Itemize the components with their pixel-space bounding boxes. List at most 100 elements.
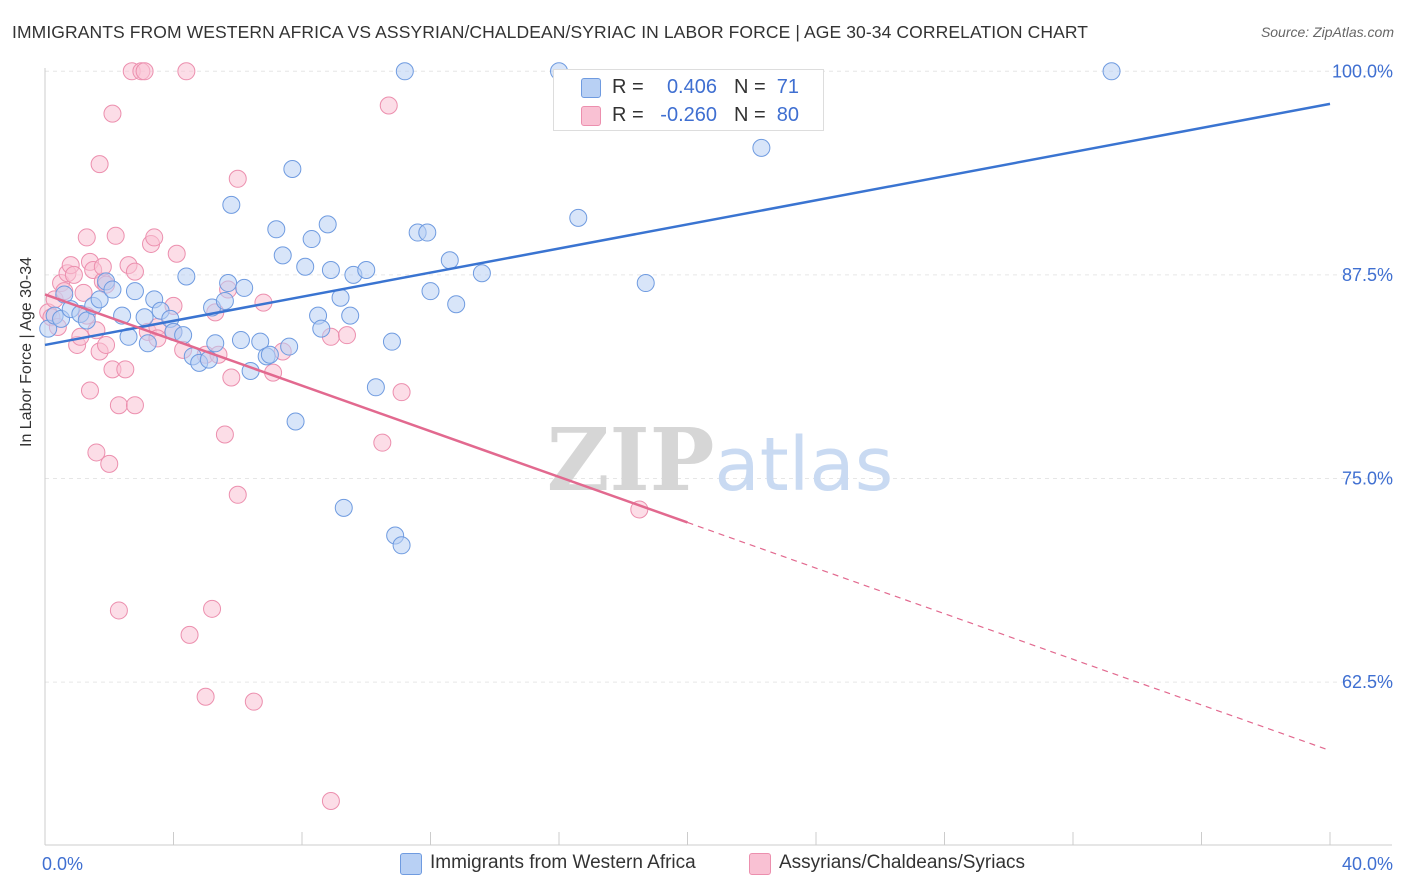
legend-r-value: 0.406 — [666, 76, 717, 98]
western-africa-point — [302, 230, 321, 249]
western-africa-point — [125, 282, 144, 301]
western-africa-point — [312, 319, 331, 338]
western-africa-point — [103, 280, 122, 299]
legend-n-label: N = — [734, 104, 766, 126]
western-africa-point — [260, 345, 279, 364]
assyrians-point — [228, 485, 247, 504]
chart-title: IMMIGRANTS FROM WESTERN AFRICA VS ASSYRI… — [12, 22, 1089, 42]
western-africa-point — [636, 274, 655, 293]
western-africa-point — [321, 261, 340, 280]
assyrians-point — [106, 226, 125, 245]
y-tick-label: 87.5% — [1342, 265, 1393, 285]
assyrians-point — [321, 792, 340, 811]
legend-r-label: R = — [612, 76, 644, 98]
assyrians-point — [90, 155, 109, 174]
assyrians-point — [337, 326, 356, 345]
legend-swatch-western-africa — [581, 78, 601, 98]
series-legend: Immigrants from Western Africa Assyrians… — [0, 852, 1406, 878]
trend-line-assyrians-extrapolated — [687, 521, 1331, 752]
correlation-legend: R = 0.406 N = 71 R = -0.260 N = 80 — [553, 69, 824, 131]
source-credit: Source: ZipAtlas.com — [1260, 24, 1394, 40]
western-africa-point — [235, 278, 254, 297]
assyrians-point — [125, 262, 144, 281]
legend-r-value: -0.260 — [660, 104, 717, 126]
y-tick-label: 100.0% — [1332, 61, 1393, 81]
western-africa-point — [318, 215, 337, 234]
watermark: ZIPatlas — [547, 410, 894, 511]
watermark-text: ZIPatlas — [547, 410, 894, 511]
assyrians-point — [203, 599, 222, 618]
western-africa-point — [215, 291, 234, 310]
trend-lines — [44, 102, 1331, 752]
western-africa-point — [283, 160, 302, 179]
western-africa-point — [219, 274, 238, 293]
western-africa-point — [280, 337, 299, 356]
assyrians-point — [116, 360, 135, 379]
legend-label-western-africa: Immigrants from Western Africa — [430, 852, 696, 873]
trend-line-western-africa — [44, 102, 1331, 347]
assyrians-point — [97, 335, 116, 354]
western-africa-point — [366, 378, 385, 397]
assyrians-point — [74, 283, 93, 302]
western-africa-point — [472, 264, 491, 283]
western-africa-point — [286, 412, 305, 431]
assyrians-point — [80, 381, 99, 400]
western-africa-point — [296, 257, 315, 276]
western-africa-point — [341, 306, 360, 325]
legend-row-western-africa: R = 0.406 N = 71 — [554, 73, 823, 101]
assyrians-point — [125, 396, 144, 415]
legend-r-label: R = — [612, 104, 644, 126]
assyrians-point — [93, 257, 112, 276]
western-africa-point — [177, 267, 196, 286]
assyrians-point — [244, 692, 263, 711]
western-africa-point — [382, 332, 401, 351]
trend-line-assyrians — [44, 293, 688, 524]
western-africa-point — [447, 295, 466, 314]
grid-lines — [45, 70, 1392, 683]
western-africa-point — [440, 251, 459, 270]
western-africa-point — [222, 195, 241, 214]
assyrians-point — [177, 62, 196, 81]
assyrians-point — [196, 687, 215, 706]
western-africa-point — [273, 246, 292, 265]
western-africa-point — [138, 334, 157, 353]
watermark-zip: ZIP — [547, 410, 715, 511]
legend-swatch-assyrians — [581, 106, 601, 126]
western-africa-point — [392, 536, 411, 555]
series-western-africa — [39, 62, 1121, 555]
western-africa-point — [334, 498, 353, 517]
assyrians-point — [135, 62, 154, 81]
assyrians-point — [64, 265, 83, 284]
assyrians-point — [379, 96, 398, 115]
legend-n-label: N = — [734, 76, 766, 98]
western-africa-point — [569, 208, 588, 227]
assyrians-point — [228, 169, 247, 188]
legend-row-assyrians: R = -0.260 N = 80 — [554, 101, 823, 129]
assyrians-point — [180, 625, 199, 644]
assyrians-point — [87, 443, 106, 462]
legend-n-value: 80 — [776, 104, 799, 126]
y-tick-label: 75.0% — [1342, 469, 1393, 489]
assyrians-point — [373, 433, 392, 452]
western-africa-point — [90, 290, 109, 309]
watermark-atlas: atlas — [714, 422, 893, 508]
y-axis-label: In Labor Force | Age 30-34 — [18, 256, 35, 447]
western-africa-point — [135, 308, 154, 327]
assyrians-point — [103, 104, 122, 123]
assyrians-point — [215, 425, 234, 444]
assyrians-point — [392, 383, 411, 402]
y-tick-labels: 62.5% 75.0% 87.5% 100.0% — [1332, 61, 1393, 692]
assyrians-point — [145, 228, 164, 247]
western-africa-point — [357, 261, 376, 280]
western-africa-point — [267, 220, 286, 239]
western-africa-point — [1102, 62, 1121, 81]
legend-label-assyrians: Assyrians/Chaldeans/Syriacs — [779, 852, 1026, 873]
assyrians-point — [167, 244, 186, 263]
western-africa-point — [395, 62, 414, 81]
series-assyrians — [39, 62, 649, 811]
legend-swatch-western-africa — [400, 853, 422, 875]
x-tick-labels: 0.0% 40.0% — [42, 854, 1393, 874]
assyrians-point — [109, 396, 128, 415]
assyrians-point — [222, 368, 241, 387]
